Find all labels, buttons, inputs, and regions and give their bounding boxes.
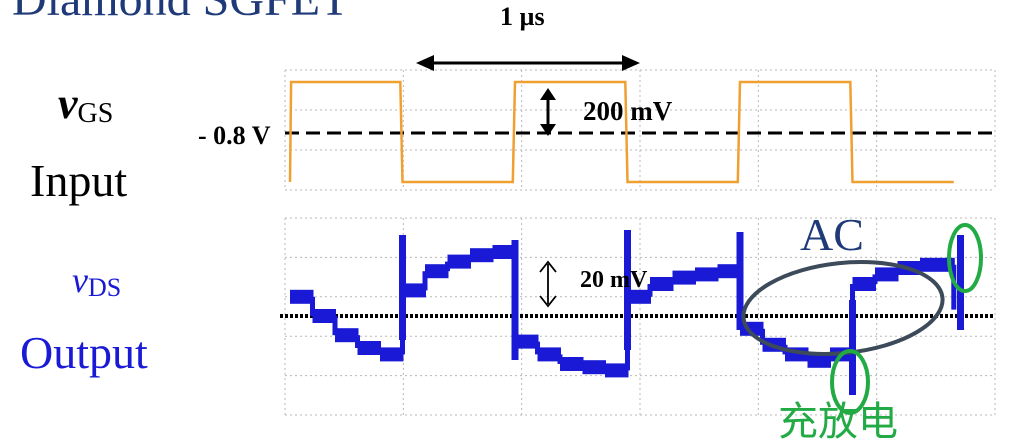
output-trace-segment	[695, 267, 719, 282]
output-amplitude-arrow	[539, 260, 557, 308]
figure-title: Diamond SGFET	[12, 0, 349, 24]
period-arrow	[416, 55, 640, 71]
output-label: Output	[20, 327, 148, 378]
input-label: Input	[30, 155, 128, 206]
output-trace-segment	[515, 334, 539, 349]
output-trace-segment	[470, 248, 494, 263]
output-trace-segment	[560, 357, 584, 371]
highlight-circle-bottom	[830, 349, 870, 415]
period-label: 1 µs	[500, 2, 545, 31]
output-trace-segment	[920, 257, 955, 272]
vds-label: vDS	[72, 260, 122, 302]
output-trace-segment	[447, 254, 471, 269]
input-panel-grid	[284, 69, 996, 191]
output-trace-segment	[627, 289, 651, 304]
output-trace-segment	[335, 328, 359, 343]
output-trace-segment	[875, 267, 899, 282]
output-trace-segment	[537, 347, 561, 362]
input-amplitude-arrow	[540, 88, 556, 136]
output-trace-segment	[650, 277, 674, 291]
output-amplitude-label: 20 mV	[580, 267, 648, 293]
bias-voltage-label: - 0.8 V	[198, 121, 271, 150]
output-trace-segment	[492, 245, 516, 259]
highlight-circle-top	[947, 223, 983, 293]
vgs-label: vGS	[58, 79, 114, 129]
output-trace-segment	[605, 363, 629, 378]
output-trace-segment	[672, 270, 696, 285]
ac-ellipse	[741, 260, 945, 356]
output-trace	[290, 230, 964, 395]
output-trace-segment	[717, 264, 741, 279]
output-trace-segment	[852, 277, 876, 291]
output-trace-segment	[425, 264, 449, 279]
output-trace-segment	[402, 283, 426, 298]
output-trace-segment	[380, 347, 404, 362]
output-trace-segment	[290, 289, 314, 304]
output-trace-segment	[582, 360, 606, 375]
ac-label: AC	[800, 209, 864, 260]
figure: Diamond SGFET vGS Input vDS Output - 0.8…	[12, 0, 996, 442]
output-trace-segment	[807, 353, 831, 368]
input-trace	[288, 80, 954, 184]
input-amplitude-label: 200 mV	[583, 96, 673, 126]
output-trace-segment	[357, 341, 381, 355]
bottom-caption: 充放电	[778, 399, 898, 444]
plot-canvas	[280, 55, 996, 416]
output-trace-segment	[312, 309, 336, 323]
